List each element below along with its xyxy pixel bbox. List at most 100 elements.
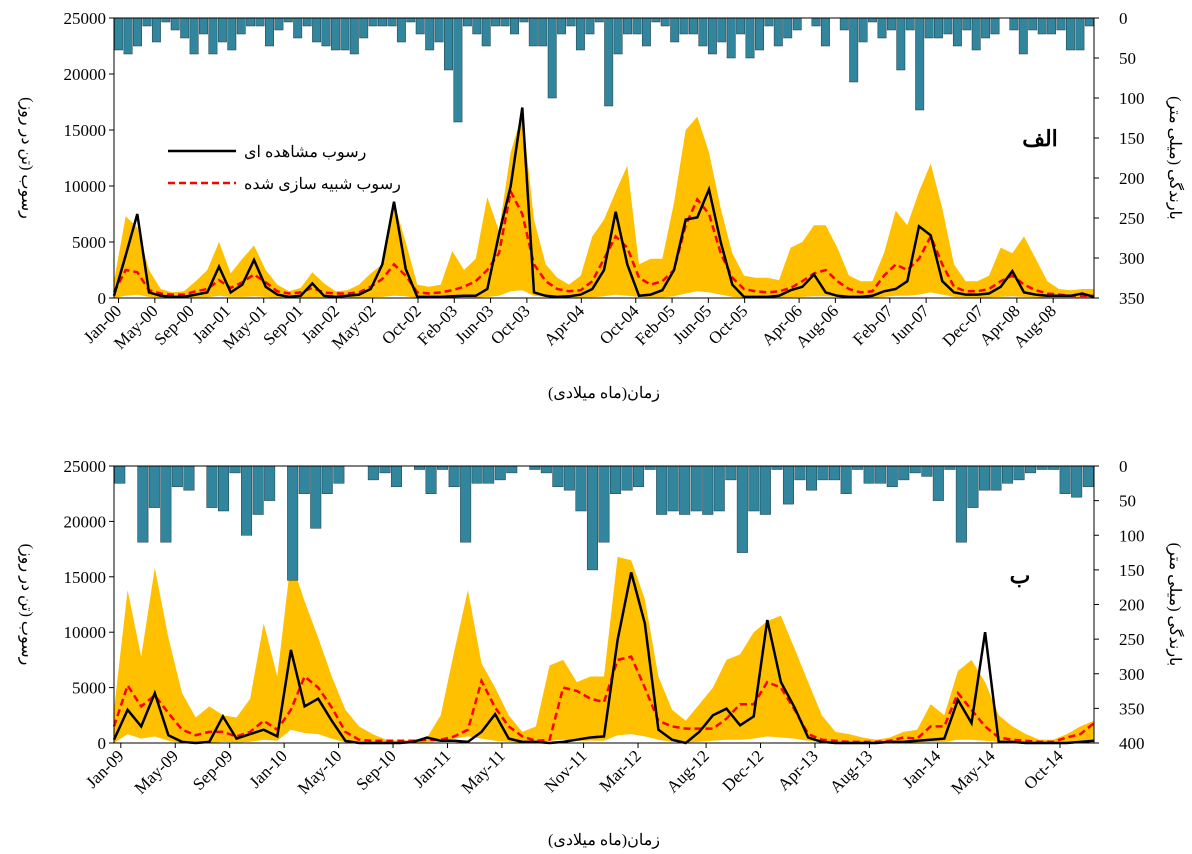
rain-bar: [218, 465, 230, 512]
rain-bar: [208, 17, 218, 55]
uncertainty-band: [114, 556, 1094, 743]
rain-bar: [745, 17, 755, 59]
rain-bar: [713, 465, 725, 512]
rain-bar: [264, 465, 276, 501]
rain-bar: [283, 17, 293, 23]
rain-bar: [217, 17, 227, 43]
x-tick-label: Oct-05: [705, 301, 752, 348]
chart-panel-b: 0 5000 10000 15000 20000 25000 0 50 100 150 200 250…: [18, 457, 1185, 849]
rain-bar: [679, 465, 691, 515]
x-axis-title: زمان(ماه میلادی): [548, 385, 660, 402]
rain-bar: [877, 17, 887, 39]
rain-bar: [206, 465, 218, 508]
x-tick-label: Oct-03: [487, 301, 534, 348]
rain-bar: [978, 465, 990, 491]
rain-bar: [123, 17, 133, 55]
rain-bar: [481, 17, 491, 47]
rain-bar: [1065, 17, 1075, 51]
rain-bar: [817, 465, 829, 481]
rain-bar: [1002, 465, 1014, 484]
rain-bar: [557, 17, 567, 35]
y2-tick-label: 0: [1119, 9, 1128, 28]
x-tick-label: Jan-11: [409, 746, 454, 791]
panel-label: ب: [1010, 563, 1031, 588]
rain-bar: [133, 17, 142, 47]
x-tick-label: May-11: [458, 746, 509, 797]
y2-tick-label: 50: [1119, 492, 1136, 511]
rain-bar: [641, 17, 651, 47]
rain-bar: [563, 465, 575, 491]
rain-bars: [114, 17, 1094, 123]
rain-bar: [839, 17, 849, 31]
x-tick-label: Oct-14: [1020, 746, 1067, 793]
rain-bar: [414, 465, 426, 470]
rain-bar: [287, 465, 299, 581]
rain-bar: [540, 465, 552, 474]
x-tick-label: Jan-09: [82, 746, 127, 791]
rain-bar: [667, 465, 679, 512]
rain-bar: [852, 465, 864, 470]
rain-bar: [1025, 465, 1037, 474]
observed-sediment-line: [112, 107, 1095, 299]
rain-bar: [1028, 17, 1038, 31]
rain-bar: [670, 17, 680, 43]
y2-tick-label: 250: [1119, 630, 1145, 649]
legend-observed-label: رسوب مشاهده ای: [244, 144, 366, 161]
rain-bar: [378, 17, 387, 27]
y-tick-label: 10000: [64, 177, 107, 196]
rain-bar: [905, 17, 915, 31]
rain-bar: [151, 17, 161, 43]
rain-bar: [180, 17, 190, 39]
panel-label: الف: [1022, 126, 1058, 151]
rain-bar: [161, 17, 171, 23]
rain-bar: [236, 17, 246, 35]
y2-axis-title: بارندگی (میلی متر): [1166, 543, 1185, 667]
rain-bar: [359, 17, 369, 39]
y2-axis-title: بارندگی (میلی متر): [1166, 96, 1185, 220]
rain-bar: [293, 17, 303, 39]
rain-bar: [229, 465, 241, 474]
y-tick-label: 0: [98, 734, 107, 753]
rain-bar: [717, 17, 727, 43]
rain-bar: [1009, 17, 1019, 31]
y-tick-label: 25000: [64, 457, 107, 476]
rain-bar: [406, 17, 416, 23]
rain-bar: [924, 17, 934, 39]
rain-bar: [183, 465, 195, 491]
rain-bar: [472, 17, 482, 35]
rain-bar: [566, 17, 576, 27]
rain-bar: [538, 17, 548, 47]
rain-bar: [932, 465, 944, 501]
rain-bar: [1048, 465, 1060, 470]
rain-bar: [915, 17, 925, 111]
rain-bar: [255, 17, 265, 27]
rain-bar: [1037, 17, 1047, 35]
rain-bar: [547, 17, 557, 99]
rain-bar: [500, 17, 510, 27]
rain-bar: [886, 465, 898, 488]
rain-bar: [955, 465, 967, 543]
rain-bar: [189, 17, 199, 55]
rain-bar: [771, 465, 783, 470]
rain-bar: [241, 465, 253, 536]
rain-bar: [494, 465, 506, 481]
rain-bar: [875, 465, 887, 484]
rain-bar: [114, 465, 126, 484]
y2-tick-label: 150: [1119, 561, 1145, 580]
rain-bar: [660, 17, 670, 27]
rain-bar: [610, 465, 622, 494]
rain-bar: [1075, 17, 1085, 51]
rain-bar: [312, 17, 322, 43]
rain-bar: [575, 465, 587, 512]
rain-bar: [528, 17, 538, 47]
rain-bar: [981, 17, 991, 39]
rain-bar: [390, 465, 402, 488]
rain-bar: [820, 17, 830, 47]
x-tick-label: Jun-05: [669, 301, 715, 347]
x-tick-label: Apr-13: [774, 746, 822, 794]
y2-tick-label: 400: [1119, 734, 1145, 753]
rain-bar: [656, 465, 668, 515]
rain-bar: [330, 17, 340, 51]
rain-bar: [898, 465, 910, 481]
rain-bar: [764, 17, 774, 27]
